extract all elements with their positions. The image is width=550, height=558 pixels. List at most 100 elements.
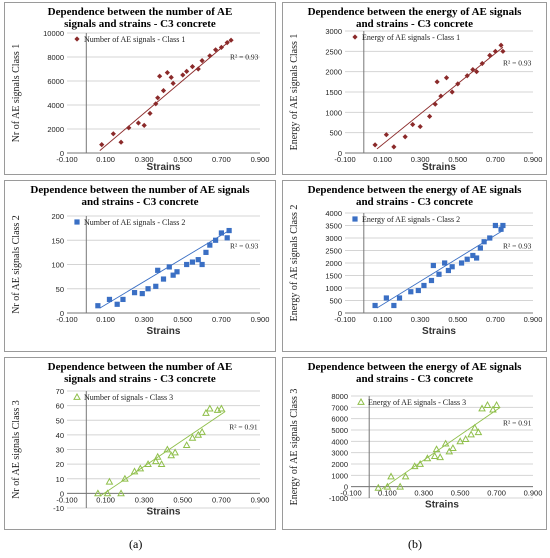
data-point — [130, 467, 139, 475]
y-tick-label: 0 — [60, 309, 64, 318]
y-tick-label: 30 — [56, 446, 64, 455]
y-tick-label: 70 — [56, 387, 64, 396]
y-tick-label: 1000 — [325, 284, 342, 293]
data-point — [160, 88, 167, 94]
data-point — [184, 261, 190, 268]
chart-title: Dependence between the number of AE sign… — [47, 6, 233, 30]
data-point — [144, 460, 152, 468]
x-tick-label: 0.700 — [212, 155, 231, 164]
data-point — [470, 423, 479, 431]
chart-svg: 0 2000 4000 6000 8000 10000 -0.100 0.100 0.300 0.… — [11, 29, 269, 173]
chart-panel-class1-number: Dependence between the number of AE sign… — [4, 2, 276, 175]
data-point — [205, 404, 214, 412]
data-point — [168, 74, 174, 80]
y-tick-label: 6000 — [331, 415, 348, 424]
chart-title: Dependence between the number of AE sign… — [30, 184, 250, 208]
y-tick-label: 3500 — [325, 222, 342, 231]
y-tick-label: 10 — [56, 475, 64, 484]
data-point — [436, 453, 445, 461]
legend-marker — [352, 216, 358, 222]
data-point — [391, 302, 397, 309]
x-axis-title: Strains — [422, 162, 456, 173]
x-tick-label: 0.100 — [96, 155, 115, 164]
data-point — [114, 301, 120, 307]
y-tick-label: 0 — [344, 483, 348, 492]
trend-line — [99, 411, 226, 497]
x-tick-label: 0.500 — [451, 489, 470, 498]
y-tick-label: 50 — [56, 285, 64, 294]
data-point — [160, 276, 167, 282]
data-point — [188, 433, 197, 441]
data-point — [478, 404, 486, 412]
data-point — [166, 264, 172, 270]
x-tick-label: -0.100 — [340, 489, 361, 498]
data-point — [153, 101, 159, 107]
y-tick-label: 0 — [338, 149, 342, 158]
trend-line — [381, 406, 501, 490]
y-axis-title: Nr of AE signals Class 1 — [11, 44, 22, 143]
x-tick-label: 0.900 — [524, 489, 543, 498]
x-axis-title: Strains — [147, 506, 181, 517]
y-tick-label: 3000 — [325, 234, 342, 243]
x-tick-label: 0.500 — [173, 495, 192, 504]
y-tick-label: -10 — [53, 504, 64, 513]
legend-label: Energy of AE signals - Class 2 — [362, 215, 460, 224]
r-squared-label: R² = 0.93 — [503, 242, 532, 251]
data-point — [163, 445, 172, 453]
data-point — [445, 447, 454, 455]
trend-line — [99, 230, 230, 309]
y-tick-label: 100 — [51, 261, 64, 270]
chart-title: Dependence between the energy of AE sign… — [307, 6, 522, 30]
data-point — [487, 235, 493, 241]
y-tick-label: 1000 — [325, 108, 342, 117]
legend-marker — [74, 36, 80, 42]
x-tick-label: -0.100 — [56, 155, 77, 164]
data-point — [489, 405, 497, 413]
data-point — [449, 444, 457, 452]
data-point — [155, 267, 161, 273]
legend-marker — [357, 397, 365, 405]
data-point — [427, 113, 433, 119]
data-point — [383, 482, 392, 490]
data-point — [157, 73, 163, 79]
data-point — [217, 404, 226, 412]
chart-panel-class3-energy: Dependence between the energy of AE sign… — [282, 357, 547, 530]
data-point — [396, 295, 403, 301]
data-point — [218, 230, 224, 236]
data-point — [421, 282, 427, 289]
data-point — [430, 452, 439, 459]
x-tick-label: 0.700 — [212, 315, 231, 324]
data-point — [170, 272, 176, 278]
y-tick-label: 7000 — [331, 403, 348, 412]
y-tick-label: 20 — [56, 460, 64, 469]
y-tick-label: 8000 — [331, 392, 348, 401]
x-tick-label: 0.300 — [135, 495, 154, 504]
data-point — [410, 462, 419, 470]
caption-a: (a) — [129, 537, 143, 551]
x-tick-label: 0.900 — [251, 315, 270, 324]
data-point — [467, 430, 475, 438]
data-point — [487, 52, 493, 58]
y-tick-label: 0 — [338, 309, 342, 318]
chart-panel-class2-number: Dependence between the number of AE sign… — [4, 180, 276, 352]
x-tick-label: -0.100 — [334, 155, 355, 164]
data-point — [131, 290, 138, 296]
data-point — [458, 260, 465, 266]
data-point — [136, 464, 145, 472]
data-point — [415, 287, 421, 294]
data-point — [151, 457, 160, 465]
data-point — [416, 459, 425, 467]
data-point — [438, 93, 444, 99]
data-point — [141, 122, 147, 128]
trend-line — [376, 46, 504, 150]
x-tick-label: 0.300 — [135, 155, 154, 164]
y-tick-label: 200 — [51, 212, 64, 221]
data-point — [180, 72, 186, 78]
data-point — [383, 295, 389, 301]
x-tick-label: 0.700 — [486, 315, 505, 324]
r-squared-label: R² = 0.93 — [503, 58, 532, 67]
y-axis-title: Nr of AE signals Class 3 — [11, 400, 22, 499]
data-point — [483, 401, 492, 408]
x-tick-label: 0.900 — [251, 495, 270, 504]
caption-b: (b) — [408, 537, 422, 551]
